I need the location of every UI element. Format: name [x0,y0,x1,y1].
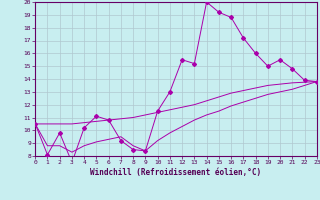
X-axis label: Windchill (Refroidissement éolien,°C): Windchill (Refroidissement éolien,°C) [91,168,261,177]
